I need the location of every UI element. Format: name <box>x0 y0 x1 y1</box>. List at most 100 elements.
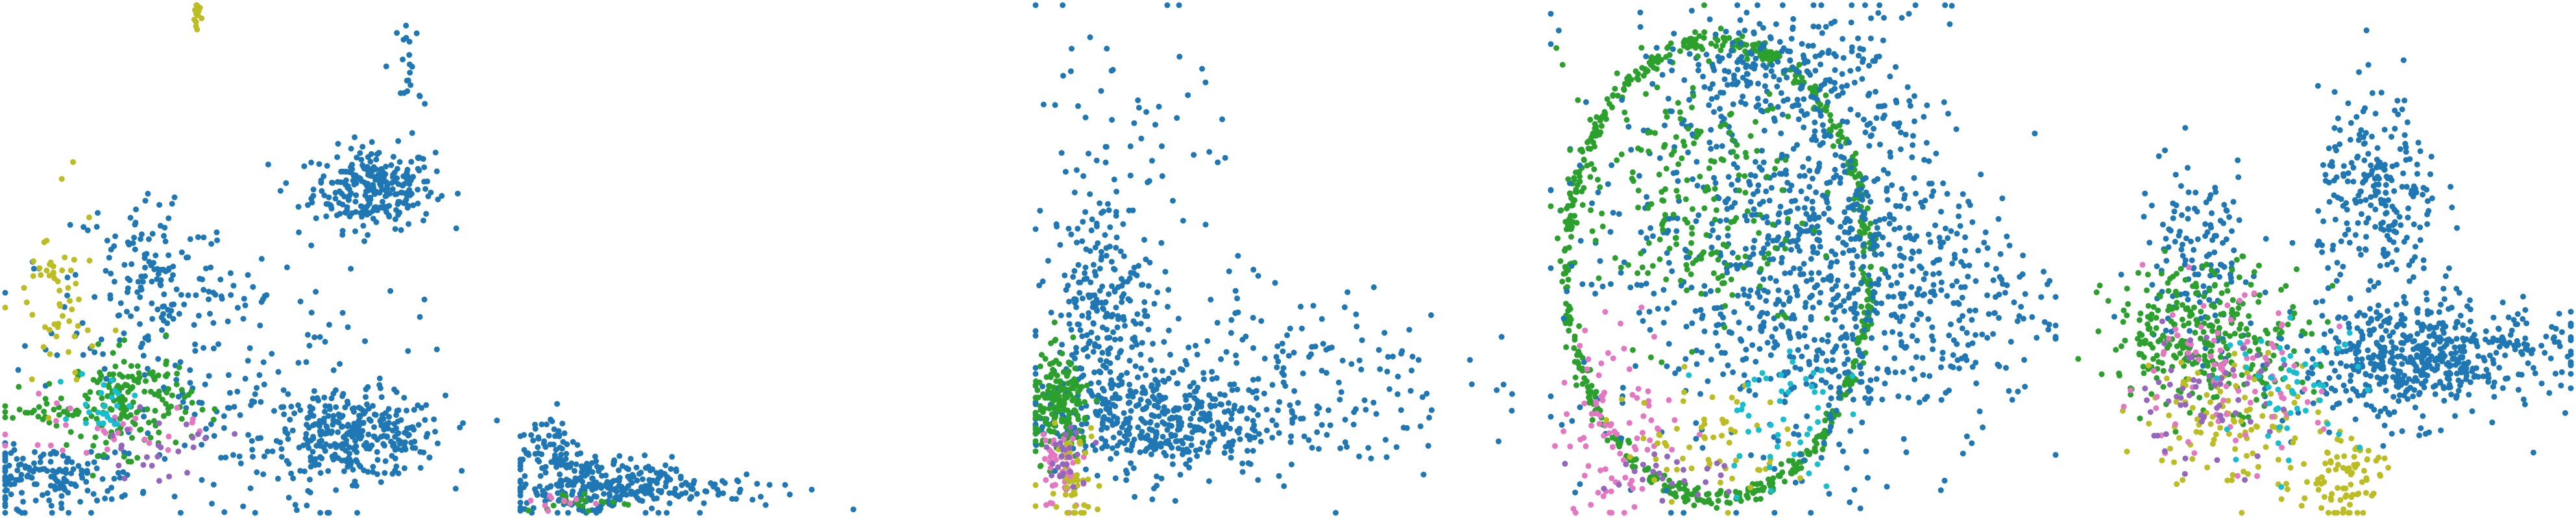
scatter-point <box>177 359 184 365</box>
scatter-point <box>1712 180 1719 186</box>
scatter-point <box>1123 419 1129 426</box>
scatter-point <box>1099 349 1106 356</box>
scatter-point <box>69 412 76 419</box>
scatter-point <box>1775 438 1781 444</box>
scatter-point <box>1141 308 1148 314</box>
scatter-point <box>1055 464 1062 471</box>
scatter-point <box>1619 97 1625 103</box>
scatter-point <box>140 462 147 468</box>
scatter-point <box>422 417 428 423</box>
scatter-point <box>1132 493 1138 500</box>
scatter-point <box>2020 253 2026 258</box>
scatter-point <box>1272 280 1278 286</box>
scatter-point <box>199 406 206 413</box>
scatter-point <box>1881 330 1888 336</box>
scatter-point <box>593 479 600 486</box>
scatter-point <box>1102 443 1108 449</box>
scatter-point <box>1353 311 1359 317</box>
scatter-point <box>1154 422 1160 428</box>
scatter-point <box>530 505 537 512</box>
scatter-point <box>344 204 350 210</box>
scatter-point <box>1840 448 1846 454</box>
scatter-point <box>345 184 351 191</box>
scatter-point <box>58 493 65 499</box>
scatter-point <box>1812 68 1819 74</box>
scatter-point <box>1075 397 1082 404</box>
scatter-point <box>1681 510 1687 516</box>
scatter-point <box>1621 87 1627 93</box>
scatter-point <box>1897 225 1903 231</box>
scatter-point <box>65 285 71 291</box>
scatter-point <box>1757 480 1764 487</box>
scatter-point <box>1941 477 1948 484</box>
scatter-point <box>1674 215 1681 221</box>
scatter-point <box>1107 345 1113 351</box>
scatter-point <box>1796 62 1803 68</box>
scatter-point <box>95 410 101 415</box>
scatter-point <box>1574 352 1580 358</box>
scatter-point <box>1945 110 1951 117</box>
scatter-point <box>528 497 534 504</box>
scatter-point <box>1255 412 1261 418</box>
scatter-point <box>616 453 623 459</box>
scatter-point <box>121 358 127 365</box>
scatter-point <box>1082 450 1089 456</box>
scatter-point <box>210 482 217 488</box>
scatter-point <box>623 491 629 498</box>
scatter-point <box>1280 348 1286 354</box>
scatter-point <box>401 395 407 401</box>
scatter-point <box>635 495 640 501</box>
scatter-point <box>1734 66 1741 73</box>
scatter-point <box>406 52 413 58</box>
scatter-point <box>1193 447 1199 454</box>
scatter-point <box>1043 477 1049 483</box>
scatter-point <box>1125 400 1132 406</box>
scatter-point <box>1759 486 1766 493</box>
scatter-point <box>1782 399 1788 406</box>
scatter-point <box>1860 264 1866 270</box>
scatter-point <box>157 223 164 229</box>
scatter-point <box>316 161 322 167</box>
scatter-point <box>1833 172 1840 179</box>
scatter-point <box>1059 351 1065 357</box>
scatter-point <box>273 438 280 444</box>
scatter-point <box>1607 281 1614 288</box>
scatter-point <box>365 384 371 390</box>
scatter-point <box>1833 408 1840 413</box>
scatter-point <box>358 156 365 163</box>
scatter-point <box>326 403 333 410</box>
scatter-point <box>103 376 110 382</box>
scatter-point <box>1849 260 1855 267</box>
scatter-point <box>1819 337 1825 343</box>
scatter-point <box>1228 447 1235 454</box>
scatter-plot-4 <box>1548 2 2059 516</box>
scatter-point <box>1730 149 1736 155</box>
scatter-point <box>653 478 659 484</box>
scatter-point <box>1741 291 1747 298</box>
scatter-point <box>1117 395 1123 401</box>
scatter-point <box>1258 438 1264 445</box>
scatter-point <box>571 467 577 474</box>
scatter-point <box>1218 424 1224 430</box>
scatter-point <box>690 486 696 493</box>
scatter-point <box>1167 441 1173 448</box>
scatter-point <box>1509 408 1515 414</box>
scatter-point <box>1857 378 1864 385</box>
scatter-point <box>156 393 162 399</box>
scatter-point <box>32 449 38 455</box>
scatter-point <box>1078 365 1085 372</box>
scatter-point <box>1046 427 1052 434</box>
scatter-point <box>406 38 413 45</box>
scatter-point <box>91 294 98 300</box>
scatter-point <box>599 473 605 479</box>
scatter-point <box>1092 447 1099 453</box>
scatter-point <box>1766 197 1773 204</box>
scatter-point <box>393 389 400 395</box>
scatter-point <box>104 487 111 494</box>
scatter-point <box>1112 475 1119 482</box>
scatter-point <box>36 390 42 397</box>
scatter-point <box>1090 300 1097 306</box>
scatter-point <box>1889 182 1895 188</box>
scatter-point <box>149 278 155 285</box>
scatter-point <box>1075 412 1081 419</box>
